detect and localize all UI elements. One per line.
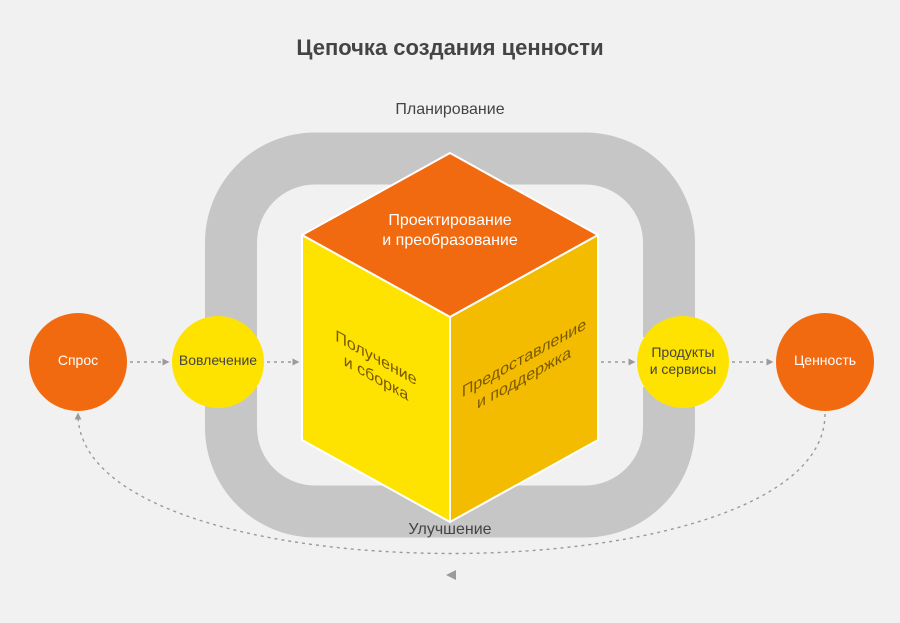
node-label-value: Ценность bbox=[766, 352, 884, 370]
page-title: Цепочка создания ценности bbox=[0, 35, 900, 61]
node-label-products: Продукты и сервисы bbox=[627, 344, 739, 379]
diagram-canvas: Цепочка создания ценности Планирование У… bbox=[0, 0, 900, 623]
node-label-engage: Вовлечение bbox=[162, 352, 274, 370]
cube-top-label: Проектирование и преобразование bbox=[300, 211, 600, 251]
ring-top-label: Планирование bbox=[0, 100, 900, 120]
node-label-demand: Спрос bbox=[19, 352, 137, 370]
ring-bottom-label: Улучшение bbox=[0, 520, 900, 540]
